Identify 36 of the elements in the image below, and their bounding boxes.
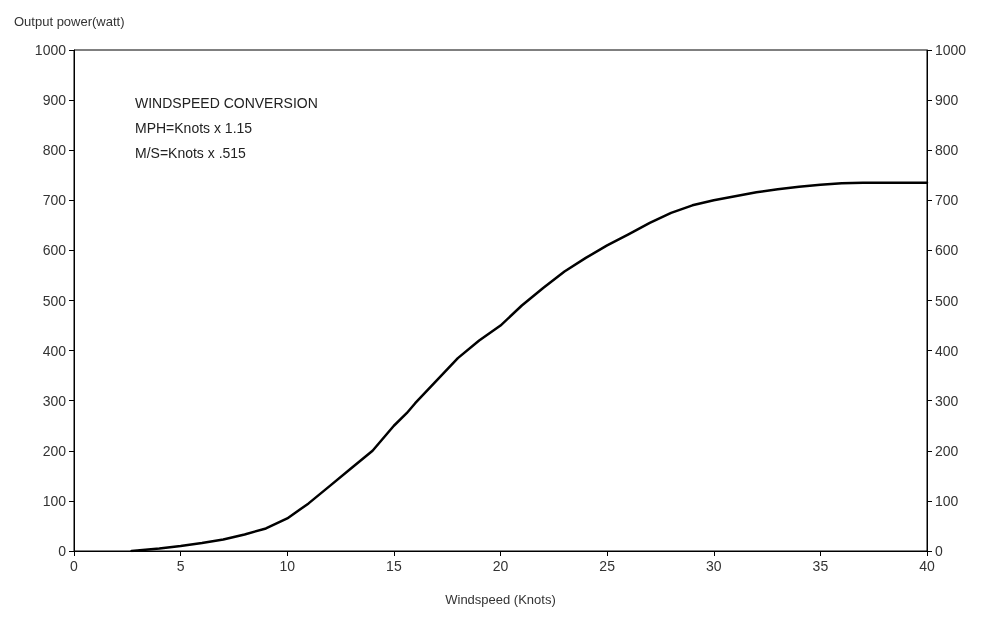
y-tick-label: 1000 (34, 42, 67, 58)
y-tick-label: 800 (42, 142, 67, 159)
y-tick-label: 400 (42, 342, 67, 359)
y-tick-label: 100 (42, 492, 67, 509)
x-tick-label: 10 (279, 558, 296, 574)
y2-tick-label: 0 (935, 543, 943, 559)
y-tick-label: 900 (42, 92, 67, 109)
y2-tick-label: 800 (935, 142, 959, 159)
y2-tick-label: 400 (935, 342, 959, 359)
y-tick-label: 700 (42, 192, 67, 209)
y2-tick-label: 900 (935, 92, 959, 109)
y-tick-label: 300 (42, 392, 67, 409)
annotation: MPH=Knots x 1.15 (135, 120, 253, 136)
x-tick-label: 5 (176, 558, 185, 574)
annotation: WINDSPEED CONVERSION (135, 95, 318, 111)
y2-tick-label: 700 (935, 192, 959, 209)
y2-tick-label: 600 (935, 242, 959, 259)
y-tick-label: 500 (42, 292, 67, 309)
x-tick-label: 15 (386, 558, 402, 574)
y-tick-label: 0 (58, 543, 67, 559)
x-tick-label: 25 (599, 558, 616, 574)
x-tick-label: 40 (919, 558, 935, 574)
y-tick-label: 200 (42, 442, 67, 459)
y2-tick-label: 100 (935, 492, 959, 509)
x-tick-label: 20 (492, 558, 509, 574)
y2-tick-label: 1000 (935, 42, 967, 58)
y-axis-title: Output power(watt) (14, 14, 125, 29)
x-axis-title: Windspeed (Knots) (445, 592, 556, 607)
y-tick-label: 600 (42, 242, 67, 259)
y2-tick-label: 300 (935, 392, 959, 409)
annotation: M/S=Knots x .515 (135, 145, 247, 161)
x-tick-label: 35 (812, 558, 829, 574)
x-tick-label: 0 (70, 558, 79, 574)
y2-tick-label: 200 (935, 442, 959, 459)
y2-tick-label: 500 (935, 292, 959, 309)
x-tick-label: 30 (705, 558, 722, 574)
